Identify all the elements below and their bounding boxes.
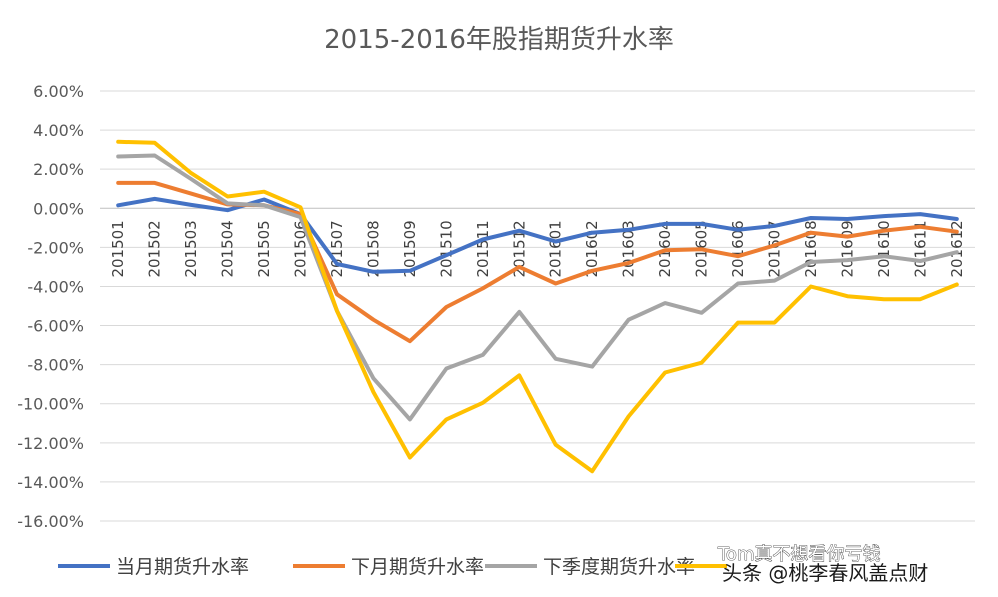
y-tick-label: 6.00%: [33, 82, 84, 101]
legend-label-3: 下季度期货升水率: [543, 556, 695, 578]
gridlines: [100, 90, 975, 522]
x-tick-label: 201510: [437, 220, 455, 277]
x-tick-label: 201606: [729, 220, 747, 277]
y-tick-label: -4.00%: [27, 277, 84, 296]
x-tick-label: 201501: [109, 220, 127, 277]
x-tick-label: 201601: [547, 220, 565, 277]
x-tick-label: 201506: [292, 220, 310, 277]
x-tick-label: 201508: [364, 220, 382, 277]
x-tick-label: 201610: [875, 220, 893, 277]
y-tick-label: -10.00%: [17, 395, 84, 414]
x-tick-label: 201608: [802, 220, 820, 277]
x-tick-label: 201611: [911, 220, 929, 277]
x-tick-label: 201502: [146, 220, 164, 277]
watermark: Tom真不想看你亏钱 头条 @桃李春风盖点财: [717, 544, 929, 585]
series-line-1: [116, 196, 959, 274]
series-line-4: [116, 139, 959, 474]
chart-title: 2015-2016年股指期货升水率: [324, 25, 674, 55]
y-tick-label: 2.00%: [33, 160, 84, 179]
x-tick-label: 201511: [474, 220, 492, 277]
x-tick-label: 201505: [255, 220, 273, 277]
x-tick-label: 201509: [401, 220, 419, 277]
x-tick-label: 201609: [838, 220, 856, 277]
y-tick-label: -2.00%: [27, 238, 84, 257]
y-tick-label: 0.00%: [33, 199, 84, 218]
y-axis-ticks: 6.00% 4.00% 2.00% 0.00% -2.00% -4.00% -6.00% -8…: [17, 82, 84, 531]
y-tick-label: -14.00%: [17, 473, 84, 492]
y-tick-label: -16.00%: [17, 512, 84, 531]
legend-label-1: 当月期货升水率: [116, 556, 249, 578]
y-tick-label: -6.00%: [27, 317, 84, 336]
series-line-3: [116, 153, 959, 422]
y-tick-label: -12.00%: [17, 434, 84, 453]
legend: 当月期货升水率 下月期货升水率 下季度期货升水率: [58, 556, 727, 578]
watermark-line2: 头条 @桃李春风盖点财: [722, 561, 928, 585]
legend-label-2: 下月期货升水率: [351, 556, 484, 578]
x-tick-label: 201503: [182, 220, 200, 277]
watermark-line1: Tom真不想看你亏钱: [717, 544, 880, 565]
x-axis-ticks: 201501 201502 201503 201504 201505 201506 2015…: [109, 220, 966, 277]
x-tick-label: 201512: [510, 220, 528, 277]
series-lines: [116, 139, 959, 474]
x-tick-label: 201612: [948, 220, 966, 277]
y-tick-label: -8.00%: [27, 356, 84, 375]
x-tick-label: 201504: [219, 220, 237, 277]
x-tick-label: 201607: [765, 220, 783, 277]
y-tick-label: 4.00%: [33, 121, 84, 140]
x-tick-label: 201507: [328, 220, 346, 277]
